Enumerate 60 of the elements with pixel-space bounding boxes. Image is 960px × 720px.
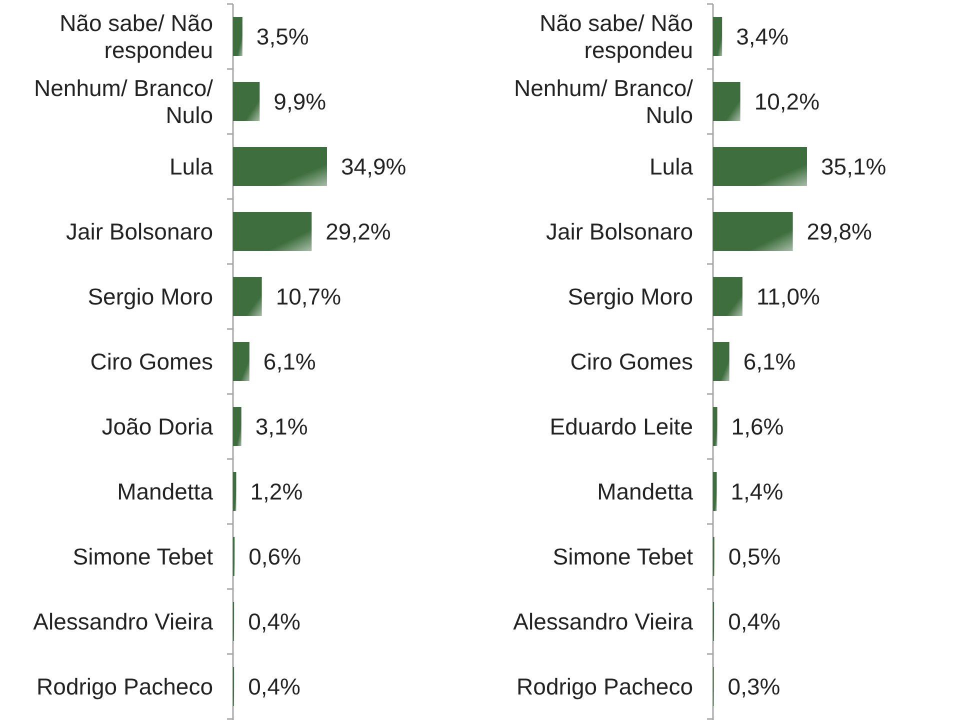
y-tick-label: João Doria — [102, 414, 214, 440]
bar — [233, 407, 242, 446]
data-label: 10,7% — [276, 284, 342, 310]
data-label: 10,2% — [754, 88, 820, 115]
data-label: 29,8% — [806, 218, 872, 245]
y-tick-label: Sergio Moro — [568, 284, 693, 310]
data-label: 3,4% — [736, 24, 789, 50]
bar — [713, 407, 718, 446]
bar — [233, 277, 262, 316]
bar — [233, 212, 312, 251]
bar — [713, 17, 722, 56]
data-label: 34,9% — [341, 154, 406, 180]
y-tick-label: Mandetta — [117, 478, 214, 505]
y-tick-label: Ciro Gomes — [570, 348, 693, 375]
y-tick-label: Rodrigo Pacheco — [36, 674, 213, 700]
y-tick-label: Lula — [170, 154, 214, 180]
y-tick-label: Não sabe/ Não respondeu — [540, 10, 693, 64]
data-label: 1,6% — [731, 414, 784, 440]
y-tick-label: Alessandro Vieira — [513, 608, 694, 635]
data-label: 1,2% — [250, 478, 303, 505]
y-tick-label: Nenhum/ Branco/ Nulo — [514, 75, 694, 128]
y-tick-label: Jair Bolsonaro — [546, 218, 693, 245]
y-tick-label: Ciro Gomes — [90, 348, 213, 375]
data-label: 35,1% — [821, 154, 886, 180]
y-tick-label: Rodrigo Pacheco — [516, 674, 693, 700]
data-label: 1,4% — [730, 478, 784, 505]
y-tick-label: Nenhum/ Branco/ Nulo — [34, 75, 214, 128]
data-label: 11,0% — [756, 284, 820, 310]
bar — [713, 82, 740, 121]
data-label: 3,5% — [256, 24, 309, 50]
y-tick-label: Simone Tebet — [72, 544, 214, 570]
data-label: 0,3% — [728, 674, 780, 700]
bar — [713, 147, 807, 186]
data-label: 0,5% — [728, 544, 781, 570]
y-tick-label: Sergio Moro — [88, 284, 213, 310]
data-label: 3,1% — [255, 414, 308, 440]
data-label: 0,4% — [248, 608, 301, 635]
y-tick-label: Alessandro Vieira — [33, 608, 214, 635]
data-label: 6,1% — [263, 348, 316, 375]
bar — [233, 342, 250, 381]
bar — [233, 147, 327, 186]
bar — [713, 212, 793, 251]
bar — [233, 82, 260, 121]
y-tick-label: Jair Bolsonaro — [66, 218, 213, 245]
data-label: 0,4% — [248, 674, 301, 700]
bar — [233, 17, 242, 56]
data-label: 0,4% — [728, 608, 781, 635]
data-label: 9,9% — [274, 88, 326, 115]
data-label: 0,6% — [248, 544, 302, 570]
y-tick-label: Lula — [650, 154, 694, 180]
y-tick-label: Simone Tebet — [552, 544, 694, 570]
data-label: 29,2% — [326, 218, 391, 245]
bar — [713, 472, 717, 511]
y-tick-label: Não sabe/ Não respondeu — [60, 10, 213, 64]
y-tick-label: Eduardo Leite — [550, 414, 693, 440]
y-tick-label: Mandetta — [597, 478, 694, 505]
bar — [233, 472, 236, 511]
bar — [713, 277, 742, 316]
bar — [713, 342, 730, 381]
data-label: 6,1% — [743, 348, 796, 375]
